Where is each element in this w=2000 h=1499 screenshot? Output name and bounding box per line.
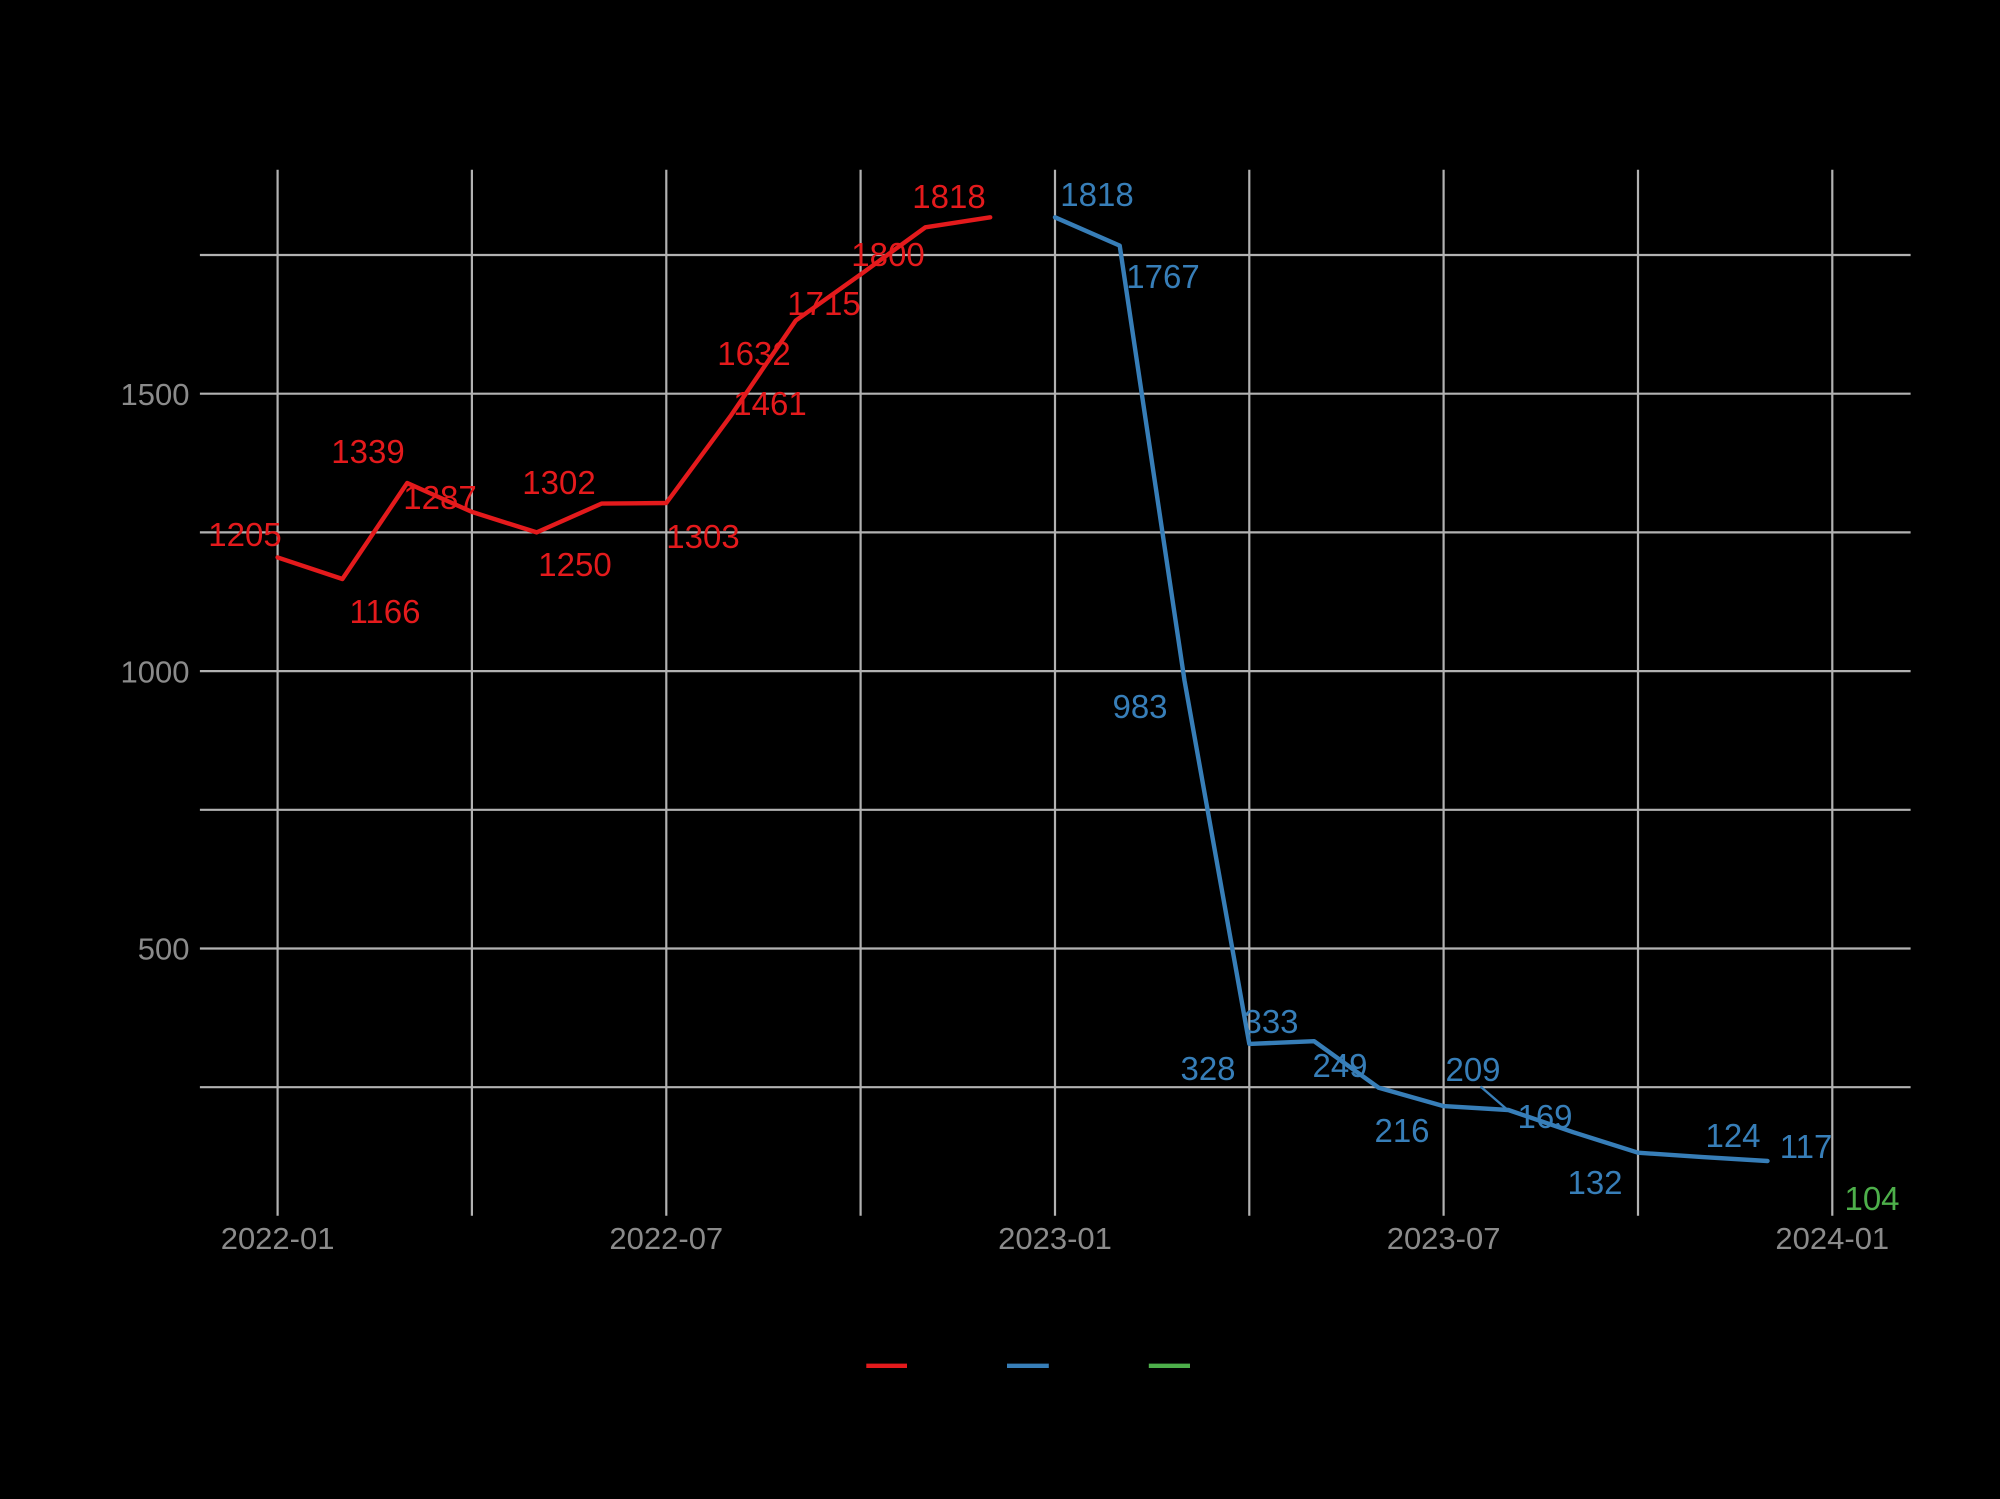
svg-text:169: 169: [1517, 1098, 1572, 1135]
svg-text:1303: 1303: [666, 518, 739, 555]
svg-text:1205: 1205: [208, 516, 281, 553]
svg-text:209: 209: [1445, 1051, 1500, 1088]
svg-text:216: 216: [1374, 1112, 1429, 1149]
svg-text:1302: 1302: [522, 464, 595, 501]
svg-text:1715: 1715: [787, 285, 860, 322]
svg-text:1250: 1250: [538, 546, 611, 583]
svg-text:249: 249: [1312, 1047, 1367, 1084]
svg-text:1767: 1767: [1126, 258, 1199, 295]
svg-text:1800: 1800: [851, 236, 924, 273]
svg-text:2023-07: 2023-07: [1387, 1221, 1501, 1256]
svg-text:1461: 1461: [733, 385, 806, 422]
svg-text:1818: 1818: [1060, 176, 1133, 213]
svg-text:1000: 1000: [121, 654, 190, 689]
svg-text:124: 124: [1705, 1117, 1760, 1154]
svg-text:328: 328: [1180, 1050, 1235, 1087]
svg-text:1166: 1166: [350, 593, 421, 630]
svg-text:1632: 1632: [717, 335, 790, 372]
svg-text:132: 132: [1567, 1164, 1622, 1201]
svg-text:1500: 1500: [121, 377, 190, 412]
svg-text:117: 117: [1780, 1128, 1833, 1165]
svg-text:2023-01: 2023-01: [998, 1221, 1112, 1256]
svg-text:1287: 1287: [403, 479, 476, 516]
svg-text:2022-07: 2022-07: [609, 1221, 723, 1256]
svg-text:500: 500: [138, 932, 190, 967]
svg-text:333: 333: [1243, 1003, 1298, 1040]
svg-text:983: 983: [1112, 688, 1167, 725]
svg-text:1818: 1818: [912, 178, 985, 215]
svg-text:2022-01: 2022-01: [221, 1221, 335, 1256]
svg-text:104: 104: [1844, 1180, 1899, 1217]
svg-text:1339: 1339: [331, 433, 404, 470]
svg-text:2024-01: 2024-01: [1775, 1221, 1889, 1256]
